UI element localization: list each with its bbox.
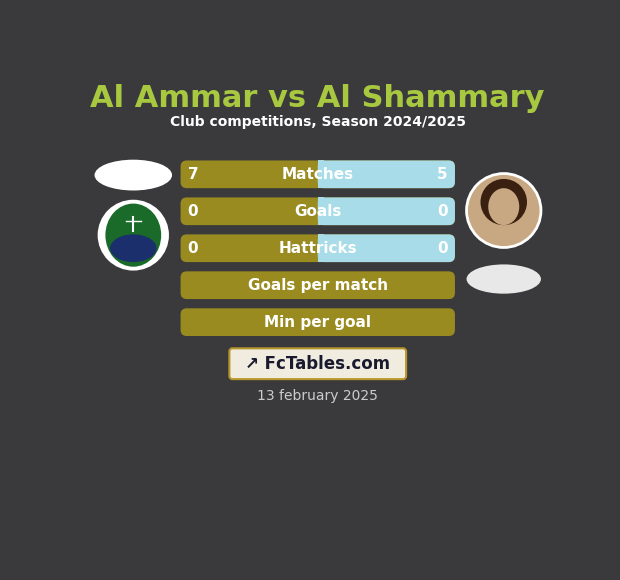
Text: Hattricks: Hattricks	[278, 241, 357, 256]
Ellipse shape	[105, 204, 161, 267]
Text: Goals per match: Goals per match	[247, 278, 388, 293]
Bar	[317, 161, 324, 188]
FancyBboxPatch shape	[317, 234, 455, 262]
Ellipse shape	[95, 160, 172, 190]
FancyBboxPatch shape	[317, 161, 455, 188]
Text: 7: 7	[188, 167, 198, 182]
Text: Matches: Matches	[281, 167, 354, 182]
Text: 0: 0	[188, 241, 198, 256]
FancyBboxPatch shape	[317, 197, 455, 225]
Text: Goals: Goals	[294, 204, 342, 219]
Text: 5: 5	[437, 167, 448, 182]
Circle shape	[480, 179, 527, 225]
FancyBboxPatch shape	[180, 234, 455, 262]
Text: 0: 0	[437, 204, 448, 219]
FancyBboxPatch shape	[180, 309, 455, 336]
Text: 0: 0	[188, 204, 198, 219]
Circle shape	[98, 200, 169, 270]
Circle shape	[467, 173, 541, 248]
Ellipse shape	[489, 188, 520, 225]
Ellipse shape	[467, 264, 541, 293]
Bar	[317, 234, 324, 262]
FancyBboxPatch shape	[180, 197, 455, 225]
Text: 13 february 2025: 13 february 2025	[257, 389, 378, 403]
Ellipse shape	[110, 234, 156, 262]
Text: Club competitions, Season 2024/2025: Club competitions, Season 2024/2025	[170, 115, 466, 129]
Bar	[317, 197, 324, 225]
Text: Al Ammar vs Al Shammary: Al Ammar vs Al Shammary	[91, 84, 545, 113]
Text: 0: 0	[437, 241, 448, 256]
FancyBboxPatch shape	[180, 161, 455, 188]
FancyBboxPatch shape	[229, 349, 406, 379]
Text: Min per goal: Min per goal	[264, 315, 371, 329]
Text: ↗ FcTables.com: ↗ FcTables.com	[245, 355, 391, 373]
FancyBboxPatch shape	[180, 271, 455, 299]
